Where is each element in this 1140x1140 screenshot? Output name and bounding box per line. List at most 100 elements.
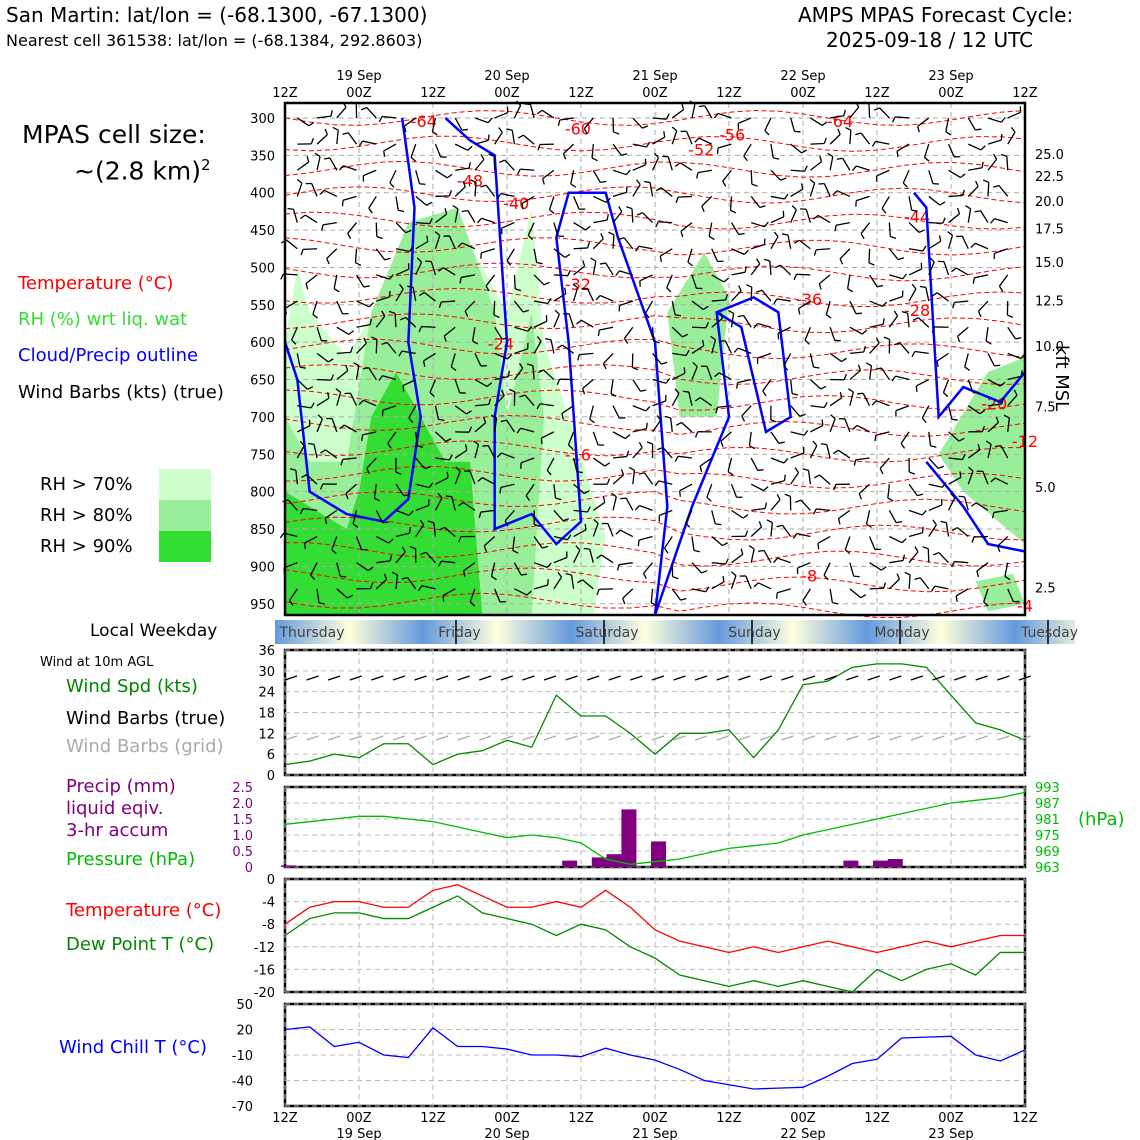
wind-barb-flag <box>744 266 747 273</box>
wind-barb-flag <box>995 416 1000 423</box>
wind-barb <box>343 424 357 433</box>
wind-barb-flag <box>638 441 643 448</box>
wind-barb <box>533 584 548 590</box>
wind-barb-flag <box>742 514 749 519</box>
wind-barb <box>967 379 974 393</box>
wind-barb <box>652 117 667 120</box>
top-date-label: 22 Sep <box>780 69 825 84</box>
wind-barb <box>605 262 614 276</box>
wind-barb-flag <box>575 545 581 551</box>
wind-barb <box>748 431 752 446</box>
wind-barb-flag <box>556 344 563 349</box>
wind-barb <box>738 117 752 124</box>
wind-barb <box>375 535 389 544</box>
wind-barb <box>983 588 989 603</box>
wind-barb-flag <box>443 335 447 342</box>
wind-barb-flag <box>843 373 847 380</box>
wind-barb-10m <box>414 675 427 681</box>
wind-barb-flag <box>705 586 710 593</box>
wind-barb <box>474 117 489 124</box>
wind-barb <box>533 248 538 263</box>
wind-barb <box>687 248 693 263</box>
wind-barb <box>790 379 793 394</box>
wind-barb <box>927 548 930 563</box>
wind-barb-flag <box>619 417 626 419</box>
wind-barb-flag <box>1001 398 1005 405</box>
wind-barb <box>790 452 804 459</box>
wind-barb <box>573 265 585 276</box>
wind-barb <box>382 115 397 119</box>
wind-barb <box>297 425 311 433</box>
wind-barb-flag <box>863 346 867 353</box>
wind-barb-flag <box>623 338 629 344</box>
wind-barb <box>730 290 742 302</box>
wind-barb-flag <box>719 340 726 342</box>
wind-barb-10m <box>565 675 578 681</box>
wind-barb-flag <box>330 110 333 117</box>
wind-barb <box>395 509 410 516</box>
wind-barb-flag <box>467 145 473 151</box>
top-time-tick: 12Z <box>716 86 742 101</box>
wind-barb-flag <box>299 508 304 515</box>
wind-barb-grid <box>608 735 621 741</box>
wind-barb-flag <box>570 183 577 188</box>
wind-barb-flag <box>280 273 284 280</box>
wind-barb <box>632 470 636 485</box>
wind-barb-grid <box>845 735 859 741</box>
wind-barb-flag <box>901 311 908 314</box>
wind-barb-flag <box>549 209 555 215</box>
wind-barb <box>928 524 937 537</box>
wind-barb <box>750 457 759 471</box>
wind-barb <box>632 184 641 197</box>
wind-barb-flag <box>615 529 621 535</box>
forecast-cycle-title: AMPS MPAS Forecast Cycle: <box>798 3 1074 27</box>
wind-barb <box>607 523 614 537</box>
wind-barb <box>512 536 516 551</box>
wind-barb-flag <box>480 184 487 188</box>
wind-barb-flag <box>624 434 631 440</box>
wind-barb-flag <box>536 336 542 342</box>
cloud-outline <box>444 117 669 616</box>
wind-barb <box>454 405 467 415</box>
legend-cloud: Cloud/Precip outline <box>18 345 199 366</box>
wind-barb-flag <box>904 571 911 576</box>
pressure-tick-label: 963 <box>1035 861 1060 876</box>
wind-barb <box>987 444 992 459</box>
wind-barb <box>589 405 594 420</box>
wind-barb <box>781 524 792 537</box>
wind-barb-flag <box>715 407 719 414</box>
wind-barb-flag <box>764 221 769 228</box>
wind-barb <box>601 554 614 564</box>
wind-barb-flag <box>733 347 739 353</box>
wind-barb <box>691 104 696 119</box>
wind-barb <box>880 367 890 380</box>
wind-barb <box>987 403 1002 407</box>
top-date-label: 21 Sep <box>632 69 677 84</box>
wind-barb-flag <box>797 308 801 315</box>
wind-barb <box>494 395 505 407</box>
wind-barb <box>770 195 785 200</box>
wind-barb <box>429 379 437 393</box>
wind-barb-flag <box>873 107 880 111</box>
wind-barb-flag <box>374 497 380 502</box>
wind-barb-flag <box>606 214 609 221</box>
wind-barb <box>777 588 791 594</box>
wind-barb-flag <box>983 601 989 607</box>
wind-barb <box>751 507 766 512</box>
wind-barb-flag <box>455 466 461 472</box>
wind-barb-grid <box>479 735 492 741</box>
wind-barb <box>770 522 773 537</box>
pressure-tick-label: 700 <box>250 411 275 426</box>
wind-barb-flag <box>894 342 901 346</box>
nearest-cell-label: Nearest cell 361538: lat/lon = (-68.1384… <box>6 31 423 50</box>
wind-barb-flag <box>680 231 684 238</box>
wind-barb <box>589 548 594 563</box>
pressure-tick-label: 975 <box>1035 829 1060 844</box>
wind-barb-flag <box>439 526 445 531</box>
precip-bar <box>651 841 666 867</box>
temperature-contour-label: -36 <box>796 290 822 309</box>
wind-barb-flag <box>851 165 857 172</box>
wind-barb <box>316 418 324 433</box>
wind-barb-flag <box>837 518 841 525</box>
wind-barb <box>770 169 782 181</box>
